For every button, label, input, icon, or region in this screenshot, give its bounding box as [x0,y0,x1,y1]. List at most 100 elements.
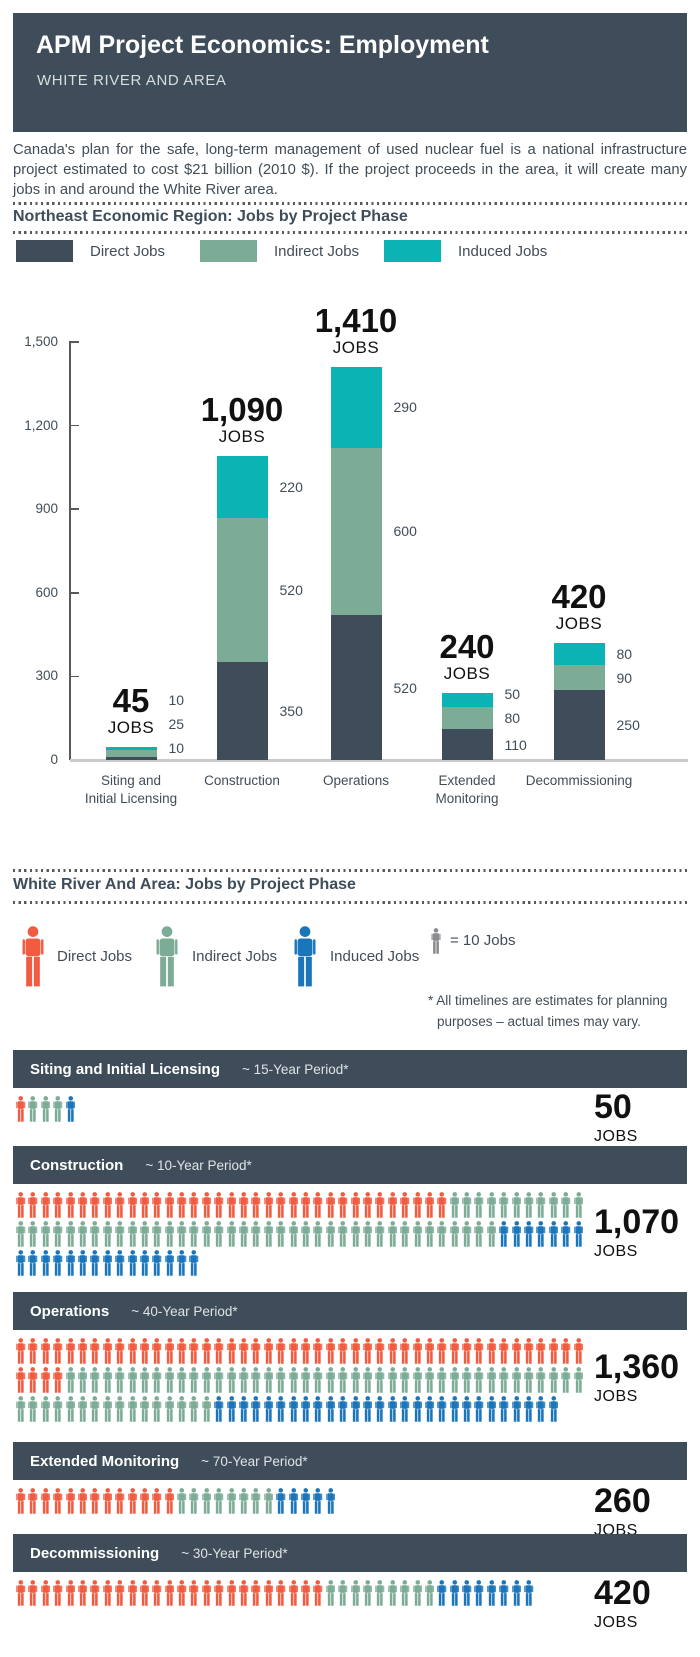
phase-name: Operations [30,1302,110,1320]
orange-person-icon [202,1338,212,1364]
phase-icon-row [16,1221,586,1247]
segment-value-label: 290 [393,399,417,416]
sage-person-icon [226,1488,237,1514]
orange-person-icon [90,1338,100,1364]
orange-person-icon [214,1192,224,1218]
phase-period: ~ 15-Year Period* [242,1061,349,1077]
sage-person-icon [561,1367,571,1393]
orange-person-icon [474,1338,484,1364]
blue-person-icon [511,1580,522,1606]
segment-value-label: 250 [616,717,640,734]
orange-person-icon [511,1338,522,1364]
bar-total-value: 1,410 [314,302,398,340]
orange-person-icon [164,1338,175,1364]
phase-icon-row [16,1367,586,1393]
orange-person-icon [65,1338,76,1364]
segment-value-label: 90 [616,669,633,686]
orange-person-icon [412,1192,423,1218]
sage-person-icon [524,1367,534,1393]
sage-person-icon [239,1488,249,1514]
orange-person-icon [16,1192,26,1218]
phase-jobs-value: 1,360 [594,1348,680,1386]
sage-person-icon [53,1221,63,1247]
sage-person-icon [561,1192,571,1218]
sage-person-icon [387,1221,398,1247]
blue-person-icon [53,1250,63,1276]
sage-person-icon [226,1367,237,1393]
orange-person-icon [115,1338,125,1364]
blue-person-icon [387,1396,398,1422]
blue-person-icon [462,1396,472,1422]
sage-person-icon [239,1221,249,1247]
orange-person-icon [41,1338,51,1364]
orange-person-icon [189,1192,199,1218]
orange-person-icon [115,1488,125,1514]
blue-person-icon [177,1250,187,1276]
x-axis-category-label: Monitoring [435,791,499,806]
sage-person-icon [425,1367,435,1393]
orange-person-icon [65,1580,76,1606]
blue-person-icon [288,1488,299,1514]
orange-person-icon [313,1580,323,1606]
orange-person-icon [78,1488,88,1514]
sage-person-icon [28,1221,38,1247]
bar-segment-direct-jobs [553,690,605,760]
sage-person-icon [53,1096,63,1122]
sage-person-icon [90,1396,100,1422]
sage-person-icon [202,1488,212,1514]
axis-tick [70,341,79,343]
orange-person-icon [524,1338,534,1364]
orange-person-icon [363,1338,373,1364]
orange-person-icon [425,1192,435,1218]
orange-person-icon [152,1338,162,1364]
sage-person-icon [338,1580,348,1606]
phase-jobs-value: 420 [594,1574,651,1612]
orange-person-icon [41,1367,51,1393]
note-line2: purposes – actual times may vary. [437,1013,641,1029]
orange-person-icon [103,1488,113,1514]
orange-person-icon [28,1580,38,1606]
phase-period: ~ 40-Year Period* [131,1303,238,1319]
orange-person-icon [264,1580,274,1606]
blue-person-icon [78,1250,88,1276]
sage-person-icon [449,1192,460,1218]
induced-jobs-person-icon [294,926,316,992]
sage-person-icon [189,1367,199,1393]
orange-person-icon [140,1192,150,1218]
sage-person-icon [412,1580,423,1606]
orange-person-icon [177,1580,187,1606]
sage-person-icon [164,1367,175,1393]
blue-person-icon [412,1396,423,1422]
induced-jobs-swatch [384,240,441,262]
orange-person-icon [78,1580,88,1606]
sage-person-icon [350,1580,361,1606]
orange-person-icon [16,1488,26,1514]
blue-person-icon [375,1396,385,1422]
blue-person-icon [90,1250,100,1276]
axis-tick [70,675,79,678]
sage-person-icon [152,1221,162,1247]
orange-person-icon [239,1338,249,1364]
sage-person-icon [16,1396,26,1422]
sage-person-icon [474,1367,484,1393]
orange-person-icon [326,1192,336,1218]
phase-jobs-total: 420 JOBS [594,1576,651,1632]
orange-person-icon [338,1338,348,1364]
orange-person-icon [189,1338,199,1364]
orange-person-icon [387,1338,398,1364]
blue-person-icon [400,1396,410,1422]
blue-person-icon [276,1488,286,1514]
orange-person-icon [127,1338,138,1364]
x-axis-category-label: Operations [322,773,390,788]
x-axis-category-label: Initial Licensing [84,791,178,806]
legend-label: Induced Jobs [458,243,548,260]
sage-person-icon [449,1221,460,1247]
bar-total-value: 45 [112,682,150,720]
phase-jobs-value: 50 [594,1088,632,1126]
sage-person-icon [177,1396,187,1422]
blue-person-icon [425,1396,435,1422]
blue-person-icon [437,1580,447,1606]
blue-person-icon [449,1396,460,1422]
sage-person-icon [437,1367,447,1393]
blue-person-icon [524,1221,534,1247]
